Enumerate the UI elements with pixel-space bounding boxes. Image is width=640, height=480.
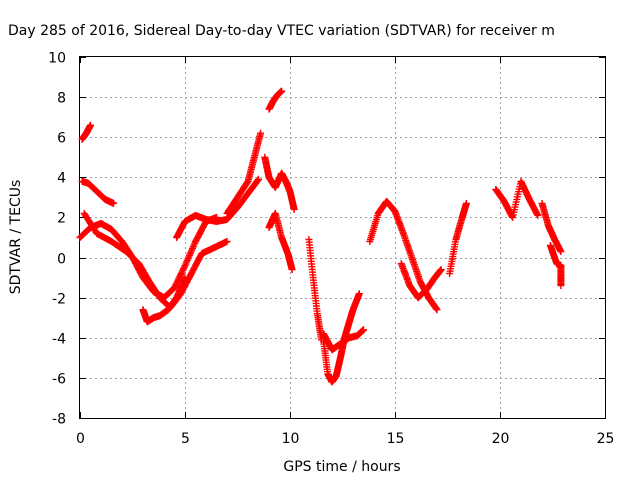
grid-lines (80, 57, 605, 418)
y-tick-label: 6 (57, 131, 66, 147)
y-tick-label: -8 (52, 412, 66, 428)
y-tick-label: 10 (48, 51, 66, 67)
x-tick-label: 20 (492, 431, 510, 447)
marker-plus (546, 242, 565, 290)
y-tick-label: 4 (57, 171, 66, 187)
marker-plus (139, 274, 189, 326)
series-mid-morning-rise (173, 175, 262, 241)
marker-plus (320, 290, 363, 386)
x-tick-label: 15 (387, 431, 405, 447)
marker-plus (265, 209, 296, 274)
y-tick-label: -4 (52, 332, 66, 348)
series-upper-morning (78, 177, 118, 207)
marker-plus (78, 121, 94, 143)
series-sharp-peak (265, 87, 286, 113)
marker-plus (397, 260, 445, 302)
series-noon-fall (305, 236, 325, 344)
marker-plus (492, 177, 542, 221)
y-tick-label: -2 (52, 292, 66, 308)
series-early-spike (78, 121, 94, 143)
series-noon-trough (320, 290, 363, 386)
y-tick-label: -6 (52, 372, 66, 388)
marker-plus (173, 175, 262, 241)
y-axis-label: SDTVAR / TECUs (8, 180, 24, 295)
series-peak-rise (223, 129, 265, 217)
x-tick-label: 25 (597, 431, 615, 447)
chart-title: Day 285 of 2016, Sidereal Day-to-day VTE… (8, 23, 555, 39)
marker-plus (366, 197, 441, 314)
y-axis-ticks: -8 -6 -4 -2 0 2 4 6 8 10 (48, 51, 605, 428)
data-points (76, 87, 565, 386)
series-deep-dip (139, 274, 189, 326)
series-afternoon-hump (366, 197, 441, 314)
series-late-evening (538, 199, 565, 255)
marker-plus (320, 326, 367, 354)
marker-plus (78, 177, 118, 207)
y-tick-label: 2 (57, 211, 66, 227)
series-afternoon-rise (446, 199, 470, 278)
plot-frame (79, 56, 606, 419)
series-post-peak-drop (265, 209, 296, 274)
series-evening (492, 177, 542, 221)
marker-plus (261, 153, 298, 213)
y-tick-label: 0 (57, 252, 66, 268)
series-noon-trough-b (320, 326, 367, 354)
y-tick-label: 8 (57, 91, 66, 107)
marker-plus (538, 199, 565, 255)
x-tick-label: 10 (282, 431, 300, 447)
marker-plus (446, 199, 470, 278)
series-late-evening-tail (546, 242, 565, 290)
marker-plus (305, 236, 325, 344)
series-post-peak (261, 153, 298, 213)
marker-plus (265, 87, 286, 113)
series-afternoon-hump-b (397, 260, 445, 302)
x-axis-label: GPS time / hours (283, 459, 400, 475)
x-tick-label: 5 (181, 431, 190, 447)
x-tick-label: 0 (76, 431, 85, 447)
x-axis-ticks: 0 5 10 15 20 25 (76, 57, 614, 447)
marker-plus (223, 129, 265, 217)
